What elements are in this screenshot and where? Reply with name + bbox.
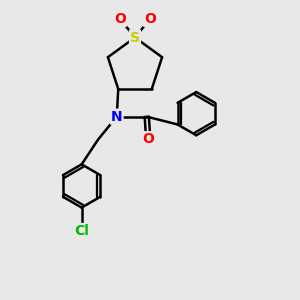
Text: O: O: [142, 132, 154, 146]
Text: O: O: [114, 12, 126, 26]
Text: S: S: [130, 31, 140, 44]
Text: Cl: Cl: [74, 224, 89, 238]
Text: O: O: [144, 12, 156, 26]
Text: N: N: [111, 110, 123, 124]
